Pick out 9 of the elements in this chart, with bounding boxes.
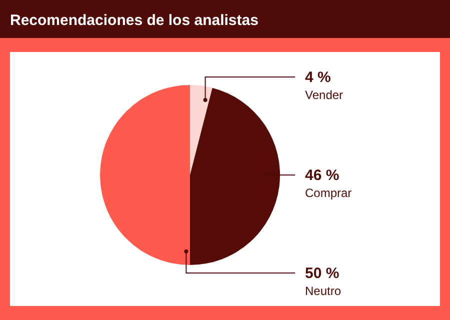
slice-label: Comprar	[305, 186, 352, 200]
data-label: 46 %	[305, 167, 340, 184]
slice-label: Vender	[305, 88, 344, 102]
pie-slice	[100, 85, 190, 265]
slice-label: Neutro	[305, 284, 342, 298]
pie-slice	[190, 85, 212, 175]
data-label: 4 %	[305, 69, 331, 86]
chart-title: Recomendaciones de los analistas	[10, 12, 258, 29]
data-label: 50 %	[305, 265, 340, 282]
